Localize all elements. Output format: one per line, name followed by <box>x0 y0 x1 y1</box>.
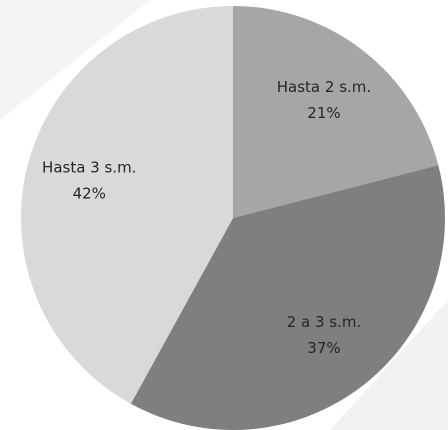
slice-label: Hasta 3 s.m. <box>42 159 136 177</box>
pie <box>20 6 445 430</box>
pie-slice <box>20 6 234 404</box>
slice-value: 37% <box>307 339 340 357</box>
pie-slice <box>233 6 439 218</box>
slice-label: 2 a 3 s.m. <box>287 313 362 331</box>
pie-slice <box>130 165 445 430</box>
slice-value: 21% <box>307 104 340 122</box>
slice-label: Hasta 2 s.m. <box>277 78 371 96</box>
background-shape <box>330 300 448 430</box>
slice-value: 42% <box>73 185 106 203</box>
background-shape <box>0 0 150 120</box>
